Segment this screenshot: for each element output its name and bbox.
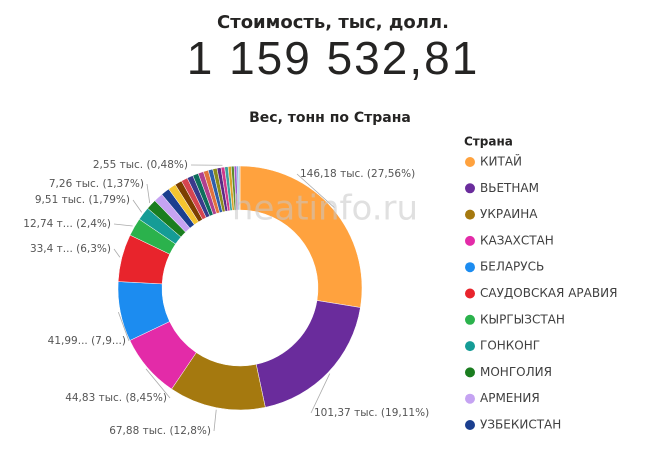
data-label: 7,26 тыс. (1,37%) bbox=[49, 178, 144, 190]
leader-line bbox=[213, 409, 217, 432]
legend-marker bbox=[465, 341, 475, 352]
slice bbox=[238, 165, 241, 211]
leader-line bbox=[145, 368, 171, 399]
legend-label: УЗБЕКИСТАН bbox=[480, 418, 561, 432]
chart-title: Вес, тонн по Страна bbox=[249, 110, 411, 126]
leader-line bbox=[117, 312, 130, 342]
data-label: 44,83 тыс. (8,45%) bbox=[65, 392, 167, 404]
donut bbox=[117, 165, 363, 411]
leader-line bbox=[296, 173, 335, 208]
legend-label: САУДОВСКАЯ АРАВИЯ bbox=[480, 286, 617, 300]
legend-marker bbox=[465, 183, 475, 194]
legend-marker bbox=[465, 157, 475, 167]
legend-label: БЕЛАРУСЬ bbox=[480, 260, 544, 274]
leader-line bbox=[132, 199, 143, 213]
legend-label: КАЗАХСТАН bbox=[480, 233, 554, 247]
legend-label: АРМЕНИЯ bbox=[480, 391, 540, 405]
data-label: 33,4 т... (6,3%) bbox=[30, 243, 111, 255]
data-label: 9,51 тыс. (1,79%) bbox=[35, 194, 130, 206]
legend-marker bbox=[465, 235, 475, 246]
legend-label: МОНГОЛИЯ bbox=[480, 365, 552, 379]
data-label: 101,37 тыс. (19,11%) bbox=[314, 407, 429, 419]
legend-label: ВЬЕТНАМ bbox=[480, 181, 539, 195]
data-label: 2,55 тыс. (0,48%) bbox=[93, 159, 188, 171]
legend-marker bbox=[465, 314, 475, 325]
legend-marker bbox=[465, 209, 475, 220]
data-labels: 146,18 тыс. (27,56%) 101,37 тыс. (19,11%)… bbox=[23, 159, 429, 437]
leader-line bbox=[113, 223, 133, 227]
card-value: 1 159 532,81 bbox=[187, 32, 480, 84]
legend-marker bbox=[465, 420, 475, 430]
slice bbox=[255, 300, 361, 408]
leader-line bbox=[146, 183, 151, 204]
legend-marker bbox=[465, 367, 475, 378]
card-title: Стоимость, тыс, долл. bbox=[217, 12, 449, 33]
legend-marker bbox=[465, 262, 475, 273]
data-label: 146,18 тыс. (27,56%) bbox=[300, 168, 415, 180]
leader-line bbox=[113, 248, 121, 258]
legend-label: КИТАЙ bbox=[480, 154, 522, 169]
slice bbox=[239, 165, 363, 308]
legend: КИТАЙ ВЬЕТНАМ УКРАИНА КАЗАХСТАН БЕЛАРУСЬ САУД… bbox=[465, 154, 617, 432]
legend-title: Страна bbox=[464, 135, 513, 149]
leader-line bbox=[310, 373, 331, 414]
legend-label: КЫРГЫЗСТАН bbox=[480, 312, 565, 326]
data-label: 41,99... (7,9...) bbox=[48, 335, 126, 347]
watermark: heatinfo.ru bbox=[232, 189, 418, 229]
legend-marker bbox=[465, 288, 475, 299]
data-label: 67,88 тыс. (12,8%) bbox=[109, 425, 211, 437]
legend-label: ГОНКОНГ bbox=[480, 339, 540, 353]
data-label: 12,74 т... (2,4%) bbox=[23, 218, 111, 230]
legend-marker bbox=[465, 393, 475, 404]
legend-label: УКРАИНА bbox=[480, 207, 538, 221]
